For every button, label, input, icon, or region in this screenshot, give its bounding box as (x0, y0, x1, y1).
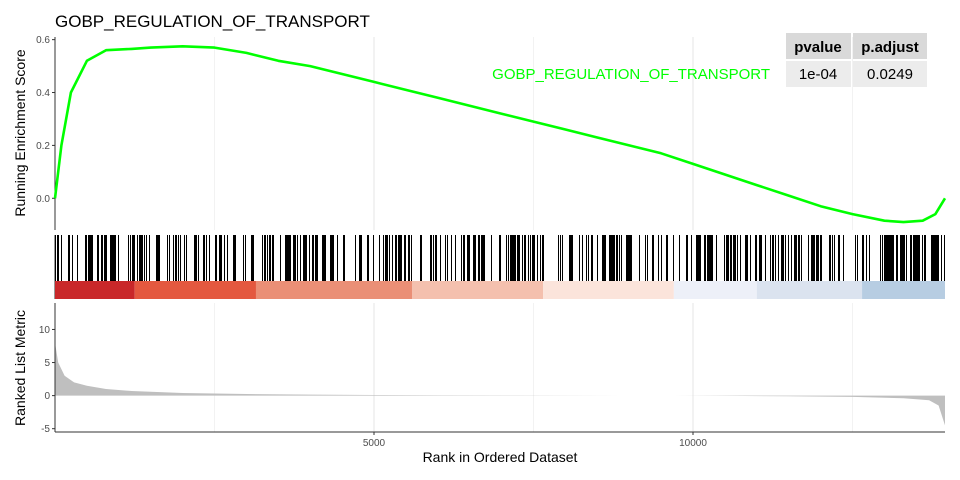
table-value-padjust: 0.0249 (867, 66, 913, 83)
rank-heatmap-segment (255, 281, 413, 299)
table-row-label: GOBP_REGULATION_OF_TRANSPORT (492, 66, 770, 83)
enrichment-panel: 0.0 0.2 0.4 0.6 Running Enrichment Score pv… (12, 33, 947, 230)
rank-heatmap-segment (673, 281, 757, 299)
enrichment-y-tick-label: 0.0 (36, 194, 50, 205)
rank-heatmap-segment (412, 281, 544, 299)
chart-title: GOBP_REGULATION_OF_TRANSPORT (55, 12, 370, 31)
ranked-metric-y-tick-label: 5 (44, 358, 50, 369)
enrichment-y-tick-label: 0.6 (36, 35, 50, 46)
table-value-pvalue-cell (786, 61, 851, 87)
enrichment-y-tick-label: 0.4 (36, 88, 50, 99)
enrichment-score-line (53, 44, 947, 224)
rank-heatmap-segment (543, 281, 674, 299)
table-header-pvalue-cell (786, 33, 851, 59)
enrichment-grid (213, 37, 853, 230)
table-value-padjust-cell (853, 61, 927, 87)
x-tick-label: 5000 (363, 438, 386, 449)
rank-heatmap-segment (862, 281, 945, 299)
x-axis-title: Rank in Ordered Dataset (423, 449, 578, 465)
table-header-pvalue: pvalue (794, 39, 842, 56)
ranked-metric-y-tick-label: 0 (44, 391, 50, 402)
x-axis-ticks: 5000 10000 (363, 432, 707, 449)
enrichment-y-ticks: 0.0 0.2 0.4 0.6 (36, 35, 55, 205)
x-tick-label: 10000 (679, 438, 707, 449)
rank-heatmap-segment (55, 281, 135, 299)
enrichment-y-tick-label: 0.2 (36, 141, 50, 152)
ranked-metric-area (55, 342, 945, 426)
table-header-padjust: p.adjust (861, 39, 919, 56)
ranked-metric-grid (213, 303, 853, 432)
ranked-metric-y-tick-label: -5 (41, 424, 50, 435)
ranked-metric-y-ticks: -5 0 5 10 (39, 325, 55, 435)
ranked-metric-y-tick-label: 10 (39, 325, 51, 336)
enrichment-y-axis-title: Running Enrichment Score (12, 49, 28, 217)
table-value-pvalue: 1e-04 (799, 66, 837, 83)
gene-hit-bars (55, 235, 945, 281)
ranked-metric-panel: -5 0 5 10 5000 10000 Ranked List Metric Rank… (12, 303, 945, 465)
table-header-padjust-cell (853, 33, 927, 59)
ranked-metric-y-axis-title: Ranked List Metric (12, 310, 28, 426)
hits-panel (54, 235, 945, 299)
rank-heatmap (55, 281, 945, 299)
rank-heatmap-segment (756, 281, 863, 299)
stats-table: pvalue p.adjust GOBP_REGULATION_OF_TRANS… (492, 33, 927, 87)
rank-heatmap-segment (134, 281, 256, 299)
